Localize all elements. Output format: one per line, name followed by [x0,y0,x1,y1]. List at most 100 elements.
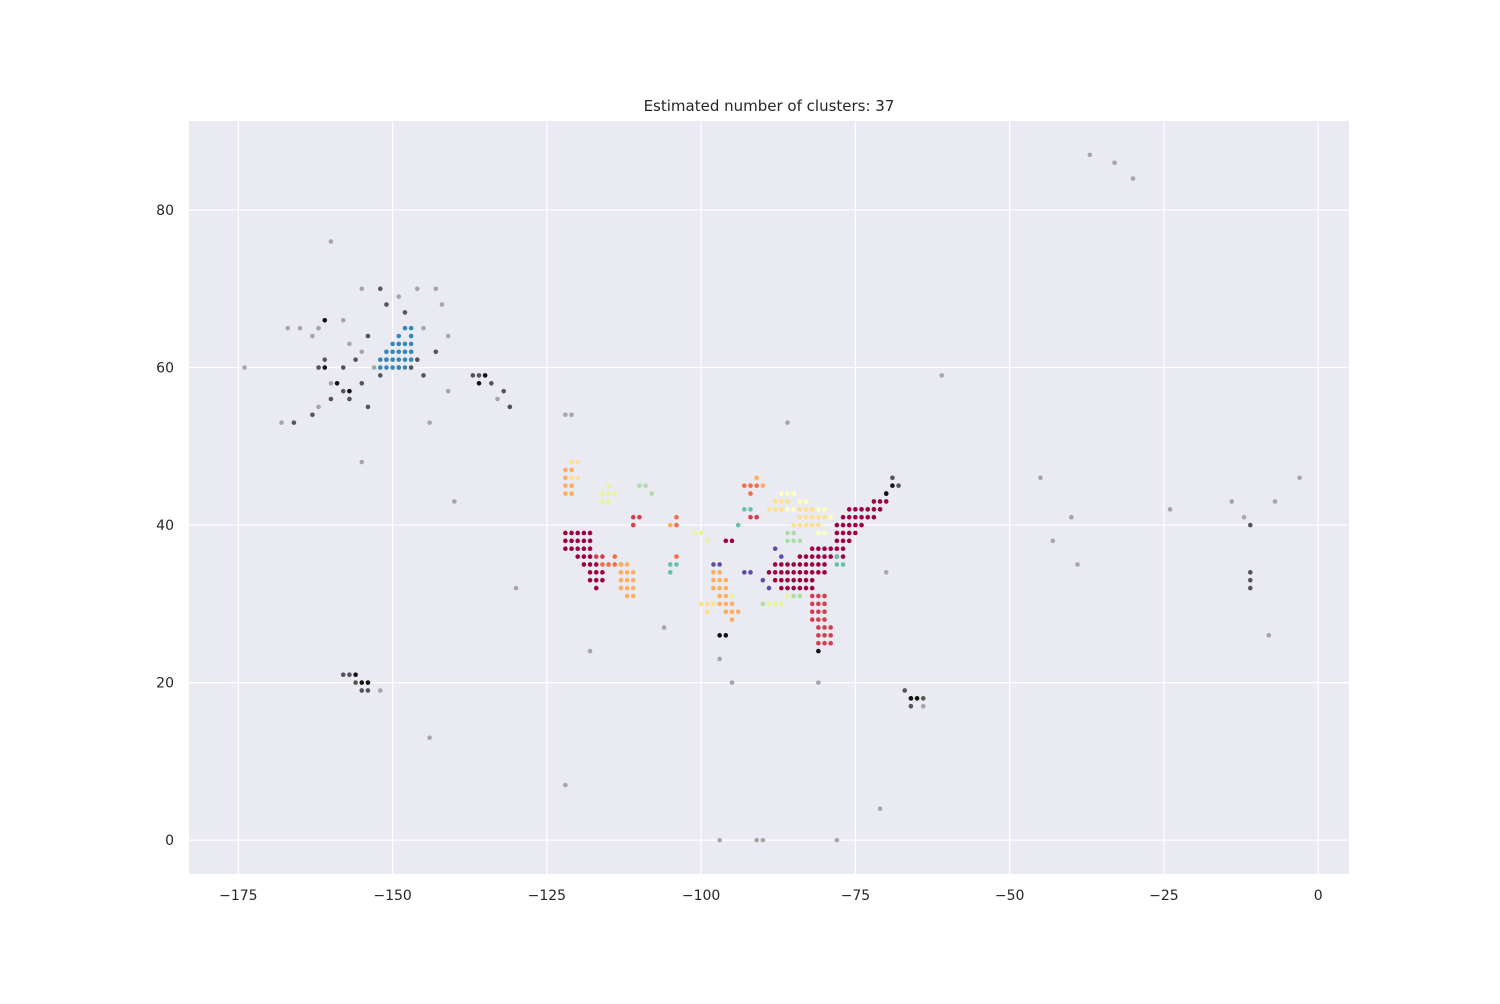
cluster-point [840,546,846,551]
noise-point [816,648,821,654]
x-tick-label: −25 [1149,888,1179,904]
noise-point [340,317,346,323]
cluster-point [803,514,809,520]
cluster-point [377,357,383,362]
cluster-point [600,491,605,496]
noise-point [328,239,334,244]
cluster-point [840,562,846,567]
cluster-point [581,554,587,559]
cluster-point [408,341,414,347]
cluster-point [791,538,796,544]
cluster-point [606,491,611,496]
cluster-point [816,617,821,622]
cluster-point [822,593,827,599]
cluster-point [834,554,840,559]
cluster-point [834,538,840,544]
noise-point [587,648,593,654]
noise-point [353,680,358,685]
cluster-point [402,325,408,331]
cluster-point [822,570,827,575]
cluster-point [674,554,679,559]
noise-point [377,286,383,292]
cluster-point [408,333,414,339]
cluster-point [390,365,395,370]
noise-point [414,286,420,292]
noise-point [316,365,321,370]
cluster-point [624,593,630,599]
noise-point [1087,152,1093,158]
cluster-point [828,633,834,638]
noise-point [340,672,346,678]
noise-point [297,325,303,331]
noise-point [482,373,488,378]
cluster-point [748,507,753,512]
cluster-point [581,530,587,536]
x-tick-label: −150 [373,888,411,904]
x-axis-ticks: −175 −150 −125 −100 −75 −50 −25 0 [219,888,1322,904]
cluster-point [575,538,581,544]
cluster-point [384,365,389,370]
cluster-point [674,522,679,528]
cluster-point [742,483,747,488]
cluster-point [803,499,809,504]
noise-point [328,380,334,386]
noise-point [1229,499,1235,504]
cluster-point [809,507,815,512]
cluster-point [785,499,790,504]
cluster-point [600,570,605,575]
cluster-point [877,507,883,512]
noise-point [834,837,840,843]
cluster-point [846,514,852,520]
cluster-point [624,562,630,567]
cluster-point [396,365,402,370]
noise-point [371,365,377,370]
cluster-point [840,514,846,520]
cluster-point [618,570,624,575]
x-tick-label: −75 [841,888,871,904]
cluster-point [563,491,568,496]
cluster-point [600,499,605,504]
cluster-point [816,514,821,520]
noise-point [347,341,352,347]
noise-point [353,672,358,678]
cluster-point [779,499,784,504]
noise-point [1038,475,1043,481]
noise-point [1247,577,1253,583]
cluster-point [846,522,852,528]
cluster-point [402,349,408,355]
cluster-point [396,357,402,362]
cluster-point [816,625,821,630]
cluster-point [704,601,710,607]
cluster-point [791,530,796,536]
cluster-point [772,546,778,551]
cluster-point [396,349,402,355]
noise-point [883,570,889,575]
noise-point [359,459,365,465]
noise-point [328,396,334,402]
cluster-point [772,570,778,575]
noise-point [883,491,889,496]
cluster-point [563,483,568,488]
noise-point [920,696,926,701]
cluster-point [791,562,796,567]
noise-point [316,404,321,410]
noise-point [427,420,432,425]
noise-point [495,396,500,402]
data-points [242,152,1302,843]
cluster-point [785,538,790,544]
cluster-point [859,507,864,512]
noise-point [279,420,284,425]
cluster-point [581,562,587,567]
noise-point [877,806,883,811]
cluster-point [729,593,735,599]
cluster-point [809,554,815,559]
noise-point [717,837,722,843]
cluster-point [816,530,821,536]
cluster-point [748,570,753,575]
cluster-point [698,530,704,536]
cluster-point [822,640,827,646]
cluster-point [809,562,815,567]
cluster-point [803,577,809,583]
noise-point [347,672,352,678]
